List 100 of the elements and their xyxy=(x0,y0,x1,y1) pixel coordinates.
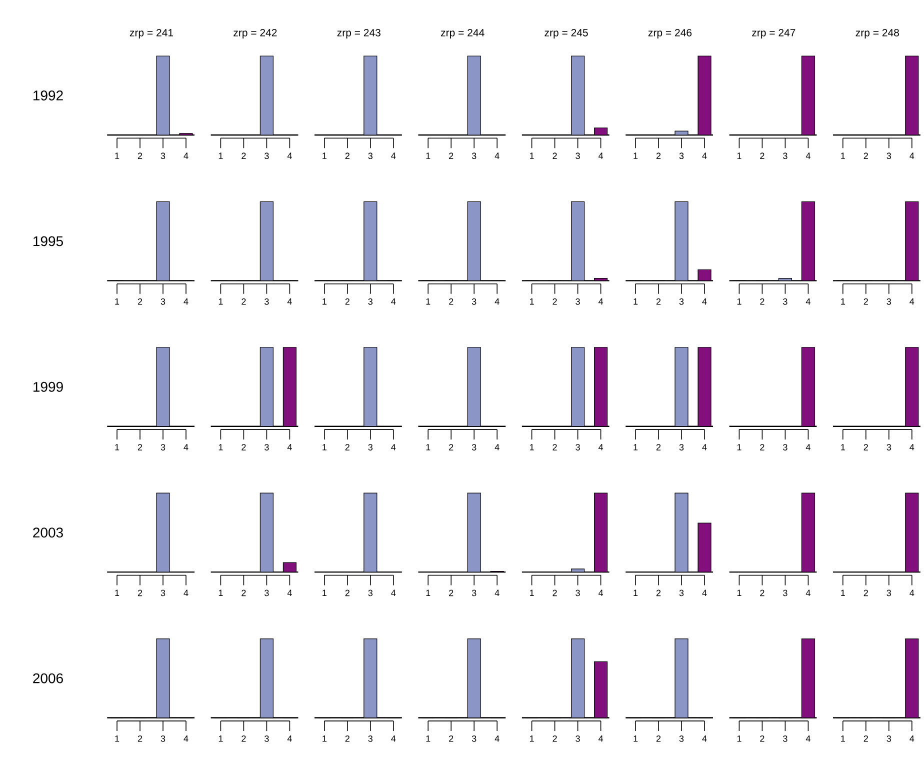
x-tick-label: 4 xyxy=(184,590,188,596)
x-tick-label: 4 xyxy=(598,444,604,450)
x-tick-label: 1 xyxy=(841,735,845,742)
chart-title: zrp = 241 xyxy=(130,28,174,38)
x-tick-label: 4 xyxy=(391,590,396,596)
x-tick-label: 4 xyxy=(910,590,914,596)
x-tick-label: 1 xyxy=(737,735,742,742)
x-tick-label: 4 xyxy=(702,735,707,742)
x-tick-label: 2 xyxy=(138,152,142,159)
x-tick-label: 3 xyxy=(886,590,892,596)
x-tick-label: 1 xyxy=(841,152,845,159)
x-tick-label: 2 xyxy=(242,298,246,305)
x-tick-label: 4 xyxy=(910,444,914,450)
x-tick-label: 4 xyxy=(806,735,810,742)
chart-title: zrp = 244 xyxy=(440,28,484,38)
x-tick-label: 3 xyxy=(472,444,476,450)
x-tick-label: 3 xyxy=(160,298,166,305)
x-tick-label: 2 xyxy=(864,298,868,305)
x-tick-label: 1 xyxy=(322,298,326,305)
x-tick-label: 2 xyxy=(449,735,454,742)
x-tick-label: 2 xyxy=(760,735,764,742)
x-tick-label: 4 xyxy=(391,152,396,159)
chart-title: zrp = 248 xyxy=(856,28,899,38)
x-tick-label: 1 xyxy=(426,590,430,596)
x-tick-label: 3 xyxy=(576,590,580,596)
x-tick-label: 1 xyxy=(426,444,430,450)
x-tick-label: 4 xyxy=(184,152,188,159)
x-tick-label: 1 xyxy=(530,298,534,305)
x-tick-label: 4 xyxy=(910,152,914,159)
x-tick-label: 1 xyxy=(737,590,742,596)
x-tick-label: 4 xyxy=(494,735,500,742)
x-tick-label: 1 xyxy=(426,298,430,305)
x-tick-label: 4 xyxy=(391,735,396,742)
x-tick-label: 2 xyxy=(552,298,557,305)
x-tick-label: 3 xyxy=(886,444,892,450)
x-tick-label: 4 xyxy=(806,590,810,596)
x-tick-label: 3 xyxy=(576,152,580,160)
y-axis-title: 2006 xyxy=(33,673,63,684)
x-tick-label: 1 xyxy=(322,152,326,159)
x-tick-label: 3 xyxy=(472,590,476,596)
x-tick-label: 4 xyxy=(702,298,707,305)
x-tick-label: 3 xyxy=(160,590,166,596)
x-tick-label: 1 xyxy=(218,444,223,450)
x-tick-label: 1 xyxy=(218,590,223,596)
x-tick-label: 4 xyxy=(287,444,292,450)
x-tick-label: 1 xyxy=(115,152,120,159)
x-tick-label: 1 xyxy=(115,590,120,596)
x-tick-label: 4 xyxy=(184,735,188,742)
x-tick-label: 4 xyxy=(806,444,810,450)
x-tick-label: 2 xyxy=(242,735,246,742)
x-tick-label: 1 xyxy=(530,590,534,596)
x-tick-label: 3 xyxy=(576,444,580,450)
x-tick-label: 3 xyxy=(160,735,166,742)
x-tick-label: 2 xyxy=(656,590,661,596)
x-tick-label: 2 xyxy=(656,444,661,450)
x-tick-label: 2 xyxy=(138,590,142,596)
chart-title: zrp = 245 xyxy=(544,28,588,38)
x-tick-label: 2 xyxy=(864,590,868,596)
y-axis-title: 1999 xyxy=(34,382,63,392)
x-tick-label: 1 xyxy=(841,298,845,305)
x-tick-label: 2 xyxy=(345,735,350,742)
x-tick-label: 2 xyxy=(656,152,661,159)
x-tick-label: 4 xyxy=(598,735,604,742)
x-tick-label: 2 xyxy=(138,735,142,742)
x-tick-label: 3 xyxy=(679,590,684,596)
x-tick-label: 1 xyxy=(737,152,742,159)
x-tick-label: 3 xyxy=(368,298,373,305)
y-axis-title: 1995 xyxy=(34,236,63,246)
x-tick-label: 4 xyxy=(494,152,500,159)
x-tick-label: 4 xyxy=(184,298,188,305)
x-tick-label: 2 xyxy=(449,444,454,450)
x-tick-label: 3 xyxy=(679,152,684,160)
x-tick-label: 3 xyxy=(886,735,892,742)
x-tick-label: 1 xyxy=(634,590,638,596)
x-tick-label: 2 xyxy=(449,152,454,159)
x-tick-label: 1 xyxy=(634,444,638,450)
x-tick-label: 1 xyxy=(115,735,120,742)
x-tick-label: 3 xyxy=(472,735,476,742)
x-tick-label: 2 xyxy=(345,152,350,159)
x-tick-label: 2 xyxy=(345,298,350,305)
x-tick-label: 3 xyxy=(368,735,373,742)
x-tick-label: 1 xyxy=(841,444,845,450)
x-tick-label: 4 xyxy=(494,444,500,450)
chart-title: zrp = 242 xyxy=(234,28,277,38)
x-tick-label: 1 xyxy=(737,444,742,450)
x-tick-label: 3 xyxy=(679,444,684,450)
x-tick-label: 2 xyxy=(864,444,868,450)
x-tick-label: 4 xyxy=(287,298,292,305)
x-tick-label: 3 xyxy=(264,735,269,742)
x-tick-label: 3 xyxy=(576,298,580,305)
x-tick-label: 2 xyxy=(242,152,246,159)
x-tick-label: 3 xyxy=(783,298,788,305)
x-tick-label: 4 xyxy=(910,735,914,742)
x-tick-label: 4 xyxy=(806,298,810,305)
x-tick-label: 1 xyxy=(322,735,326,742)
x-tick-label: 2 xyxy=(345,444,350,450)
x-tick-label: 2 xyxy=(138,444,142,450)
x-tick-label: 4 xyxy=(702,152,707,159)
x-tick-label: 2 xyxy=(552,590,557,596)
x-tick-label: 2 xyxy=(656,735,661,742)
